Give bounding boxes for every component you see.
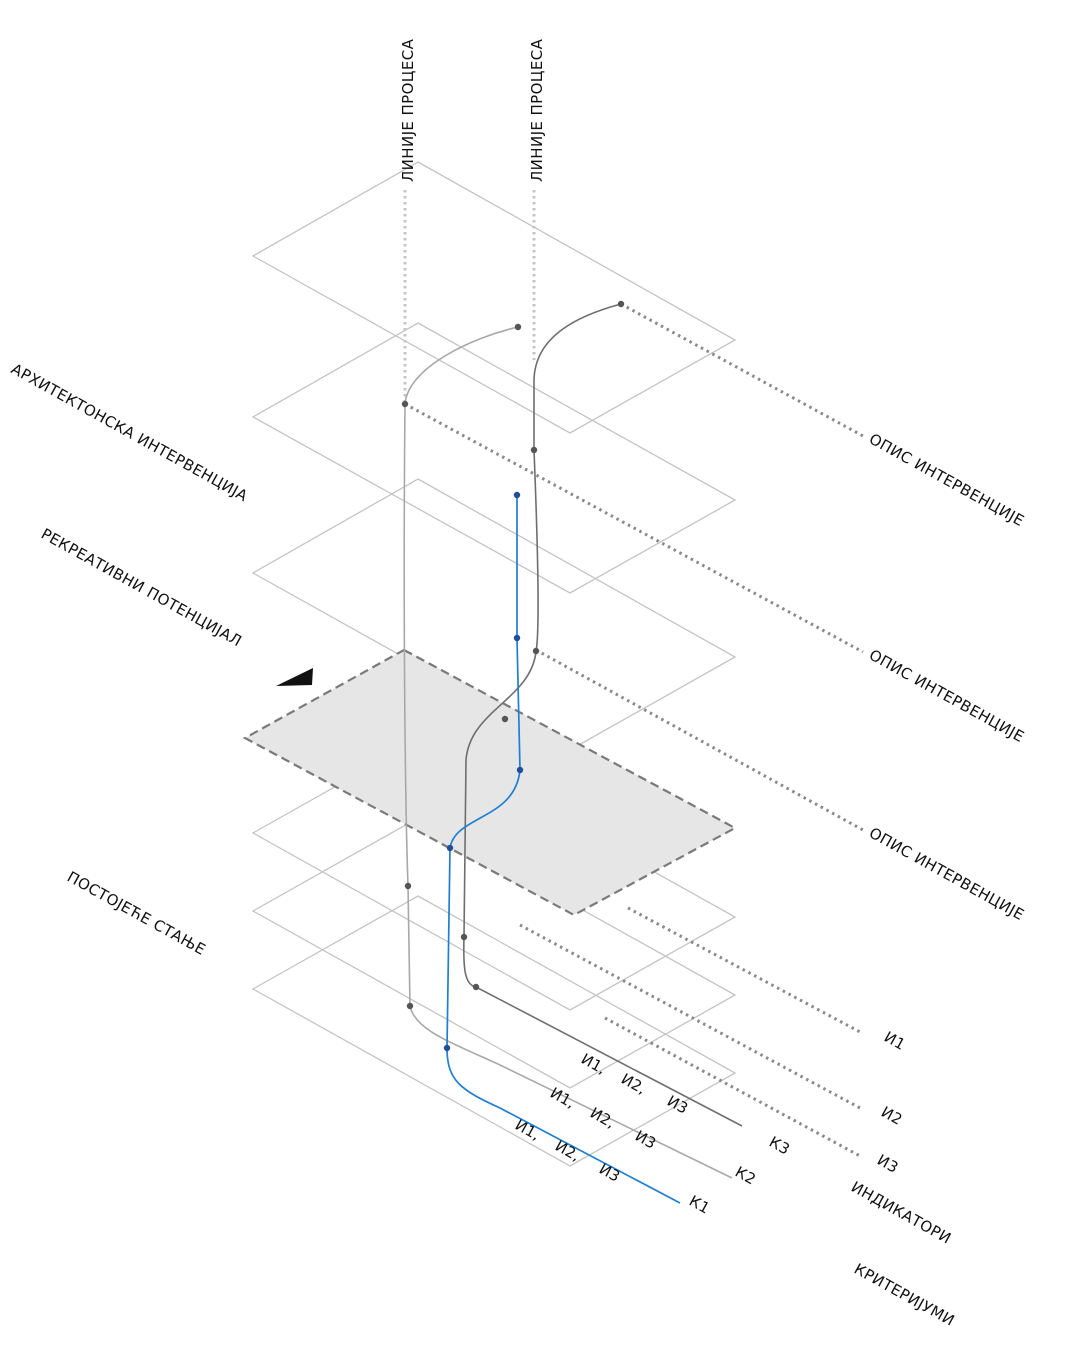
label-process-line-2: ЛИНИЈЕ ПРОЦЕСА (528, 38, 546, 182)
plane-existing-state (251, 895, 737, 1167)
label-indicators: ИНДИКАТОРИ (848, 1178, 954, 1248)
row-k2-item: И1, (547, 1084, 578, 1112)
node (401, 400, 409, 408)
node (460, 933, 468, 941)
leader-description-1 (620, 302, 864, 438)
node-blue (513, 634, 521, 642)
node-blue (513, 491, 521, 499)
node (532, 647, 540, 655)
leader-indicator-2 (519, 923, 861, 1110)
label-process-line-1: ЛИНИЈЕ ПРОЦЕСА (399, 38, 417, 182)
curve-nodes (401, 300, 625, 1052)
label-intervention-description-3: ОПИС ИНТЕРВЕНЦИЈЕ (866, 824, 1027, 924)
node-blue (446, 844, 454, 852)
leader-indicator-1 (627, 906, 861, 1034)
leader-indicator-3 (604, 1016, 861, 1158)
label-indicator-2: И2 (878, 1103, 906, 1129)
leader-lines (404, 302, 864, 1158)
node-blue (443, 1044, 451, 1052)
label-architectural-intervention: АРХИТЕКТОНСКА ИНТЕРВЕНЦИЈА (8, 360, 251, 506)
plane-lower-2 (251, 817, 737, 1089)
label-indicator-3: И3 (874, 1151, 902, 1177)
node (514, 323, 522, 331)
row-k3-item: И2, (618, 1070, 649, 1098)
row-k1-item: И3 (596, 1160, 623, 1186)
plane-top (251, 161, 737, 434)
label-criterion-1: К1 (686, 1192, 713, 1218)
node-blue (516, 766, 524, 774)
curve-k2 (403, 326, 733, 1179)
label-criterion-2: К2 (732, 1163, 759, 1189)
node (530, 446, 538, 454)
label-criterion-3: К3 (766, 1133, 793, 1159)
label-existing-state: ПОСТОЈЕЋЕ СТАЊЕ (64, 868, 209, 959)
label-intervention-description-2: ОПИС ИНТЕРВЕНЦИЈЕ (866, 646, 1027, 746)
plane-marker-triangle (276, 668, 313, 686)
layer-planes (251, 161, 737, 1167)
plane-recreational-potential (242, 648, 738, 917)
row-k2-item: И2, (587, 1104, 618, 1132)
node (404, 882, 412, 890)
node (501, 715, 509, 723)
node (617, 300, 625, 308)
row-k1-item: И1, (512, 1116, 543, 1144)
label-recreational-potential: РЕКРЕАТИВНИ ПОТЕНЦИЈАЛ (38, 525, 245, 651)
plane-architectural-intervention (251, 322, 737, 594)
label-criteria: КРИТЕРИЈУМИ (851, 1260, 958, 1330)
node (472, 983, 480, 991)
row-k3-item: И3 (664, 1092, 691, 1118)
node (406, 1002, 414, 1010)
label-intervention-description-1: ОПИС ИНТЕРВЕНЦИЈЕ (866, 430, 1027, 530)
leader-description-2 (404, 402, 864, 654)
label-indicator-1: И1 (881, 1028, 909, 1054)
